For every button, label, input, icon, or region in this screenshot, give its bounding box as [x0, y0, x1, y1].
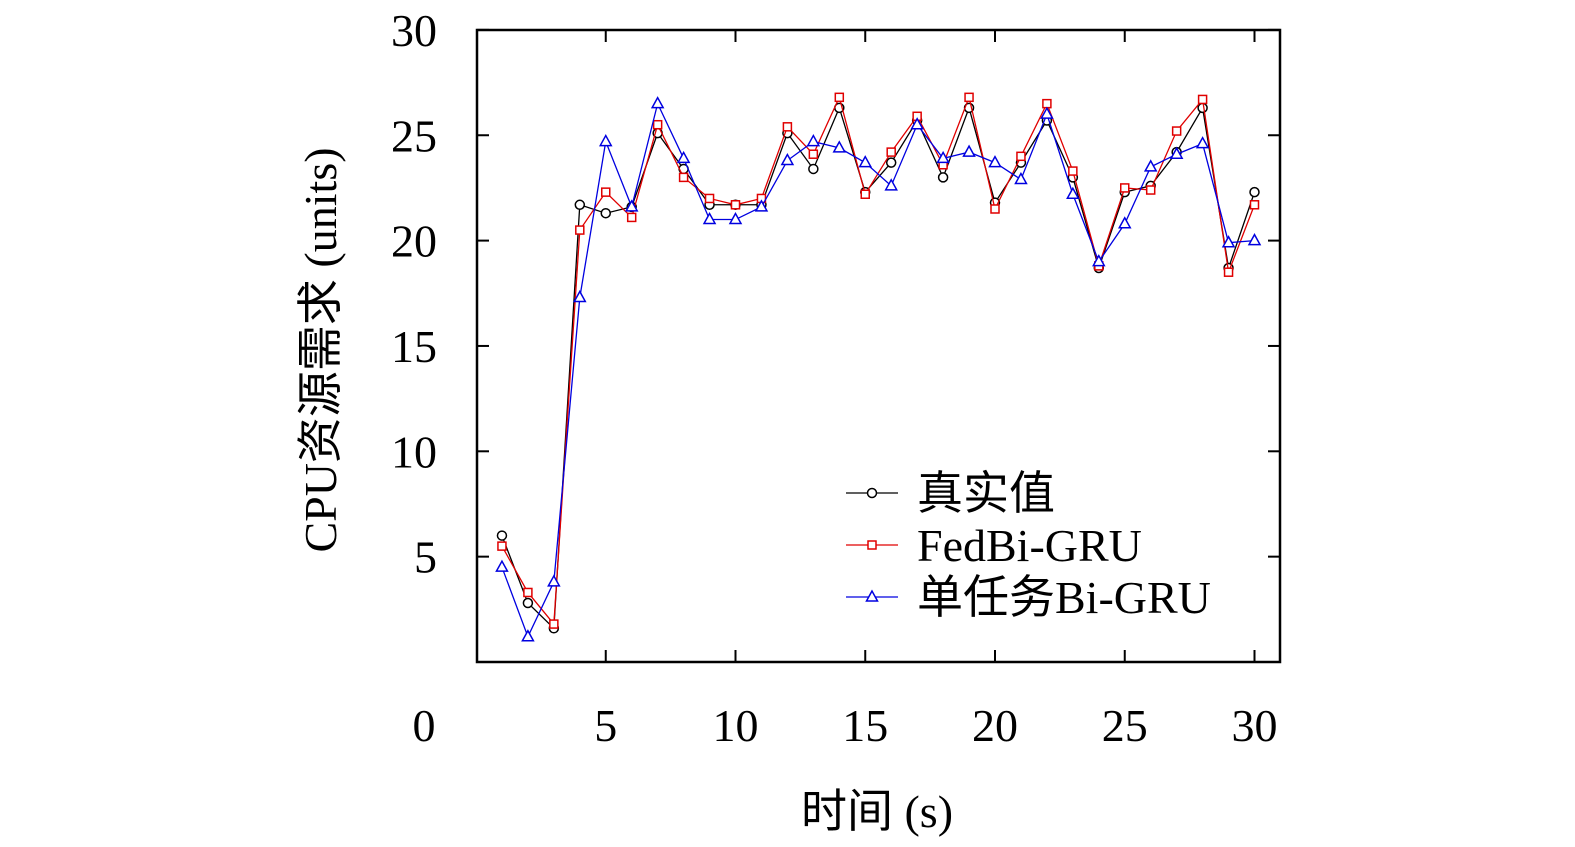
triangle-marker [650, 96, 665, 109]
triangle-marker [865, 589, 879, 602]
triangle-marker [1143, 159, 1158, 172]
square-marker [1120, 183, 1130, 193]
square-marker [678, 172, 689, 183]
triangle-marker [495, 559, 509, 572]
triangle-marker [1221, 235, 1236, 248]
triangle-marker [573, 289, 587, 303]
square-marker [860, 189, 870, 199]
y-tick-label: 5 [414, 532, 437, 583]
circle-marker [574, 199, 586, 211]
series-line [501, 101, 1255, 639]
series-triangle [495, 96, 1262, 642]
x-tick-label: 20 [972, 700, 1018, 751]
triangle-marker [521, 629, 535, 642]
square-marker [626, 212, 637, 223]
square-marker [1016, 151, 1026, 162]
x-tick-label: 5 [594, 700, 617, 751]
triangle-marker [1092, 254, 1106, 267]
triangle-marker [547, 574, 561, 587]
triangle-marker [1195, 136, 1210, 149]
y-tick-label: 15 [391, 321, 437, 372]
square-marker [886, 147, 896, 157]
triangle-marker [832, 140, 847, 153]
legend-label: 单任务Bi-GRU [917, 572, 1211, 623]
triangle-marker [884, 178, 898, 191]
square-marker [704, 193, 715, 204]
triangle-marker [1247, 233, 1262, 246]
square-marker [1249, 200, 1260, 210]
square-marker [1068, 166, 1078, 176]
origin-label: 0 [413, 700, 436, 751]
circle-marker [1249, 186, 1260, 198]
y-tick-label: 20 [391, 216, 437, 267]
circle-marker [937, 172, 949, 183]
square-marker [1145, 185, 1156, 195]
square-marker [782, 122, 793, 132]
circle-marker [866, 487, 878, 499]
series-square [497, 92, 1260, 629]
triangle-marker [858, 155, 873, 168]
triangle-marker [780, 152, 795, 166]
legend-label: 真实值 [917, 468, 1055, 519]
square-marker [1042, 98, 1052, 109]
square-marker [1171, 126, 1182, 136]
series-circle [496, 102, 1260, 634]
ticks-layer: 5 10 15 20 25 30 5 10 15 20 25 30 [391, 5, 1280, 751]
y-axis-label: CPU资源需求 (units) [295, 147, 346, 552]
x-tick-label: 25 [1102, 700, 1148, 751]
square-marker [867, 540, 877, 550]
triangle-marker [936, 150, 950, 164]
circle-marker [885, 157, 897, 168]
square-marker [730, 200, 741, 210]
triangle-marker [676, 150, 691, 164]
triangle-marker [624, 199, 639, 212]
triangle-marker [988, 155, 1002, 168]
square-marker [549, 619, 559, 629]
legend-item: 单任务Bi-GRU [846, 572, 1211, 623]
triangle-marker [962, 144, 976, 157]
y-tick-label: 25 [391, 110, 437, 161]
circle-marker [496, 530, 508, 541]
x-tick-label: 15 [842, 700, 888, 751]
circle-marker [600, 207, 611, 219]
triangle-marker [1014, 171, 1028, 185]
circle-marker [1197, 102, 1208, 114]
square-marker [964, 92, 974, 103]
x-axis-label: 时间 (s) [801, 786, 953, 837]
y-tick-label: 10 [391, 426, 437, 477]
square-marker [990, 204, 1000, 214]
y-tick-label: 30 [391, 5, 437, 56]
square-marker [575, 225, 585, 235]
triangle-marker [806, 134, 821, 147]
legend-item: 真实值 [846, 468, 1055, 519]
triangle-marker [910, 117, 924, 130]
square-marker [834, 92, 845, 103]
triangle-marker [754, 199, 769, 212]
square-marker [1223, 267, 1234, 277]
triangle-marker [1117, 216, 1132, 229]
circle-marker [808, 163, 819, 175]
square-marker [601, 187, 611, 197]
x-tick-label: 30 [1232, 700, 1278, 751]
triangle-marker [598, 134, 613, 147]
x-tick-label: 10 [713, 700, 759, 751]
triangle-marker [728, 211, 743, 225]
triangle-marker [1169, 146, 1184, 159]
square-marker [652, 119, 663, 130]
square-marker [808, 149, 819, 159]
legend-label: FedBi-GRU [917, 520, 1142, 571]
square-marker [1197, 94, 1208, 105]
triangle-marker [1040, 106, 1054, 119]
legend-item: FedBi-GRU [846, 520, 1142, 571]
triangle-marker [702, 211, 717, 225]
circle-marker [522, 597, 534, 609]
triangle-marker [1066, 186, 1080, 199]
plot-frame [475, 28, 1282, 664]
square-marker [497, 541, 507, 551]
series-layer [495, 92, 1262, 642]
square-marker [523, 587, 533, 598]
